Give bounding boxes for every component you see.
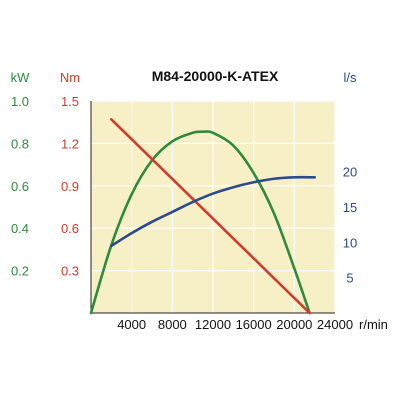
x-tick-label: 4000 — [117, 317, 146, 332]
power-tick-label: 0.2 — [11, 264, 29, 279]
power-tick-label: 0.4 — [11, 221, 29, 236]
power-tick-label: 0.6 — [11, 179, 29, 194]
flow-tick-label: 15 — [343, 200, 357, 215]
power-axis-unit: kW — [11, 70, 31, 85]
torque-tick-label: 1.2 — [61, 136, 79, 151]
x-tick-label: 24000 — [317, 317, 353, 332]
x-axis-unit: r/min — [359, 317, 388, 332]
power-curve — [89, 130, 311, 315]
torque-tick-label: 1.5 — [61, 94, 79, 109]
torque-tick-label: 0.9 — [61, 179, 79, 194]
flow-curve — [110, 175, 316, 248]
flow-axis-unit: l/s — [344, 70, 358, 85]
chart-title: M84-20000-K-ATEX — [152, 68, 279, 84]
torque-axis-unit: Nm — [60, 70, 80, 85]
power-tick-label: 1.0 — [11, 94, 29, 109]
torque-tick-label: 0.3 — [61, 264, 79, 279]
x-tick-label: 20000 — [276, 317, 312, 332]
torque-tick-label: 0.6 — [61, 221, 79, 236]
flow-tick-label: 5 — [346, 271, 353, 286]
x-tick-label: 16000 — [236, 317, 272, 332]
x-tick-label: 8000 — [158, 317, 187, 332]
x-tick-label: 12000 — [195, 317, 231, 332]
plot-area: 4000 8000 12000 16000 20000 24000 r/min kW 0.2 0.… — [11, 70, 388, 332]
power-tick-label: 0.8 — [11, 136, 29, 151]
flow-tick-label: 10 — [343, 235, 357, 250]
flow-tick-label: 20 — [343, 165, 357, 180]
torque-curve — [110, 118, 311, 315]
